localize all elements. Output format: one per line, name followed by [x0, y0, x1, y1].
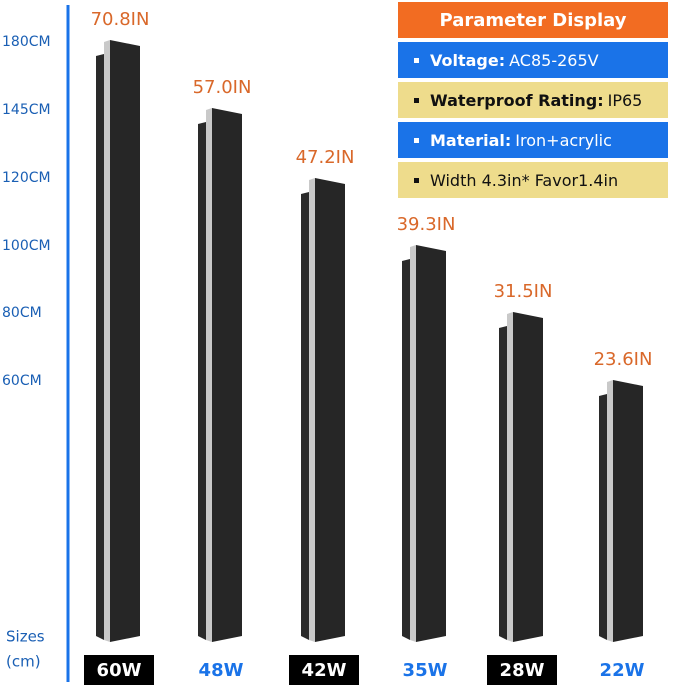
param-value: AC85-265V	[509, 51, 599, 70]
param-bullet	[414, 58, 419, 63]
length-label: 31.5IN	[494, 281, 553, 302]
length-label: 57.0IN	[193, 77, 252, 98]
param-row-bg	[398, 162, 668, 198]
lamp-body	[513, 312, 543, 642]
scale-label: 60CM	[2, 373, 42, 389]
scale-label: 120CM	[2, 170, 51, 186]
param-row-bg	[398, 82, 668, 118]
param-bullet	[414, 178, 419, 183]
power-label: 42W	[302, 660, 347, 681]
power-badge	[487, 655, 557, 685]
power-badge	[186, 655, 256, 685]
lamp-body	[212, 108, 242, 642]
param-row-bg	[398, 122, 668, 158]
lamp-light	[309, 178, 315, 642]
scale-footer: Sizes	[6, 628, 45, 646]
lamp-edge	[301, 192, 309, 640]
length-label: 47.2IN	[296, 147, 355, 168]
param-label: Material:	[430, 131, 511, 150]
param-text: Waterproof Rating: IP65	[430, 91, 642, 110]
param-title-bg	[398, 2, 668, 38]
param-value: IP65	[608, 91, 643, 110]
scale-label: 80CM	[2, 305, 42, 321]
param-row-bg	[398, 42, 668, 78]
lamp-body	[613, 380, 643, 642]
length-label: 39.3IN	[397, 214, 456, 235]
param-label: Waterproof Rating:	[430, 91, 604, 110]
lamp-body	[416, 245, 446, 642]
length-label: 70.8IN	[91, 9, 150, 30]
lamp-light	[104, 40, 110, 642]
param-text: Voltage: AC85-265V	[430, 51, 599, 70]
length-label: 23.6IN	[594, 349, 653, 370]
scale-label: 100CM	[2, 238, 51, 254]
param-bullet	[414, 138, 419, 143]
lamp-edge	[499, 326, 507, 640]
power-badge	[289, 655, 359, 685]
power-label: 60W	[97, 660, 142, 681]
scale-label: 145CM	[2, 102, 51, 118]
power-label: 35W	[403, 660, 448, 681]
lamp-edge	[402, 259, 410, 640]
lamp-body	[110, 40, 140, 642]
lamp-edge	[96, 54, 104, 640]
param-text: Width 4.3in* Favor1.4in	[430, 171, 618, 190]
param-title: Parameter Display	[439, 10, 626, 31]
power-badge	[390, 655, 460, 685]
param-text: Material: Iron+acrylic	[430, 131, 612, 150]
power-badge	[587, 655, 657, 685]
power-label: 48W	[199, 660, 244, 681]
lamp-edge	[599, 394, 607, 640]
scale-footer: (cm)	[6, 653, 41, 671]
lamp-body	[315, 178, 345, 642]
param-bullet	[414, 98, 419, 103]
param-label: Voltage:	[430, 51, 505, 70]
lamp-light	[410, 245, 416, 642]
param-value: Width 4.3in* Favor1.4in	[430, 171, 618, 190]
power-label: 22W	[600, 660, 645, 681]
param-value: Iron+acrylic	[515, 131, 612, 150]
lamp-light	[507, 312, 513, 642]
power-badge	[84, 655, 154, 685]
power-label: 28W	[500, 660, 545, 681]
lamp-light	[206, 108, 212, 642]
scale-label: 180CM	[2, 34, 51, 50]
lamp-light	[607, 380, 613, 642]
lamp-edge	[198, 122, 206, 640]
